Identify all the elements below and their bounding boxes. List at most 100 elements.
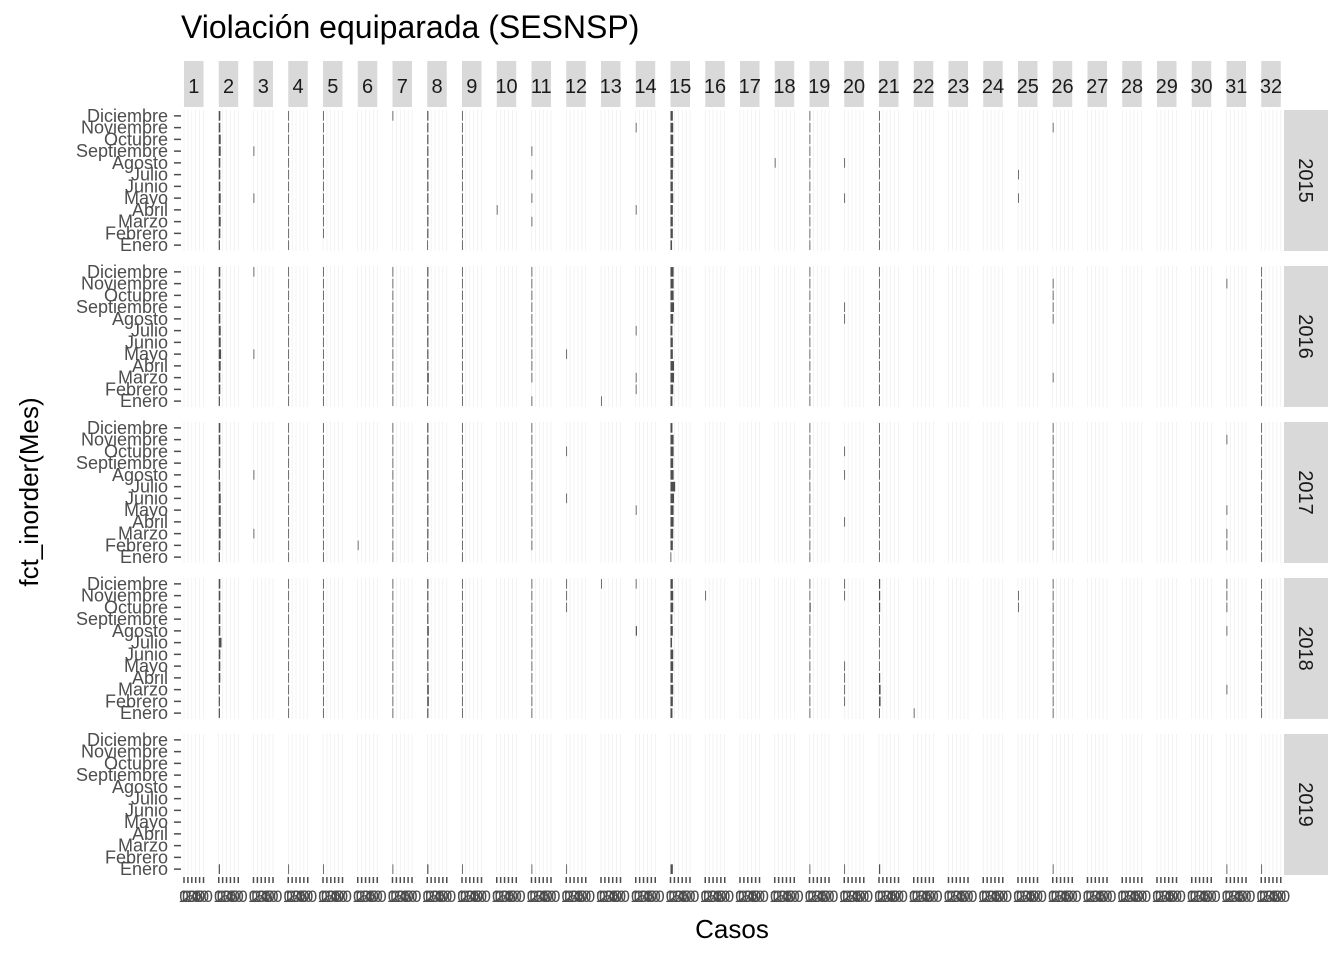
- bar: [670, 169, 673, 180]
- x-tick-label: 10: [1082, 887, 1101, 906]
- bar: [323, 181, 324, 192]
- y-tick-label: Mayo: [124, 188, 168, 208]
- facet-strip-column-label: 6: [362, 76, 373, 98]
- bar: [218, 337, 221, 348]
- bar: [288, 579, 290, 589]
- bar: [288, 661, 290, 671]
- bar: [809, 626, 811, 636]
- bar: [323, 708, 324, 718]
- x-tick-label: 20: [669, 887, 688, 906]
- x-tick-label: 20: [1225, 887, 1244, 906]
- bar: [462, 540, 463, 551]
- x-tick-label: 0: [1152, 887, 1161, 906]
- x-tick-label: 30: [1229, 887, 1248, 906]
- y-tick-label: Junio: [125, 488, 168, 508]
- bar: [323, 205, 324, 215]
- bar: [427, 528, 429, 539]
- bar: [462, 205, 463, 215]
- bar: [323, 602, 324, 613]
- bar: [670, 240, 673, 250]
- bar: [531, 361, 533, 371]
- bar: [879, 579, 881, 589]
- chart-title: Violación equiparada (SESNSP): [181, 9, 639, 45]
- bar: [427, 637, 429, 648]
- bar: [462, 505, 463, 515]
- bar: [670, 661, 674, 671]
- bar: [288, 481, 290, 492]
- bar: [218, 423, 221, 433]
- x-tick-label: 50: [472, 887, 491, 906]
- facet-strip-row-label: 2015: [1294, 158, 1316, 203]
- bar: [531, 372, 533, 383]
- bar: [392, 337, 394, 348]
- bar: [879, 626, 880, 636]
- bar: [670, 446, 674, 457]
- x-tick-label: 30: [985, 887, 1004, 906]
- bar: [462, 158, 463, 168]
- bar: [670, 205, 673, 215]
- x-tick-label: 20: [321, 887, 340, 906]
- bar: [879, 111, 880, 121]
- facet-strip-column: [427, 61, 447, 107]
- bar: [218, 528, 221, 539]
- bar: [879, 458, 880, 468]
- x-tick-label: 30: [603, 887, 622, 906]
- bar: [531, 528, 533, 539]
- bar: [288, 552, 290, 562]
- y-tick-label: Mayo: [124, 500, 168, 520]
- bar: [218, 470, 220, 480]
- x-tick-label: 40: [538, 887, 557, 906]
- bar: [253, 528, 255, 539]
- y-tick-label: Junio: [125, 644, 168, 664]
- facet-strip-column-label: 21: [878, 76, 900, 98]
- bar: [323, 384, 324, 395]
- bar: [670, 864, 673, 874]
- bar: [670, 372, 675, 383]
- x-tick-label: 50: [194, 887, 213, 906]
- bar: [392, 673, 394, 683]
- bar: [1261, 590, 1263, 601]
- facet-strip-column-label: 13: [600, 76, 622, 98]
- x-tick-label: 50: [403, 887, 422, 906]
- x-tick-label: 0: [909, 887, 918, 906]
- x-tick-label: 50: [924, 887, 943, 906]
- bar: [427, 493, 429, 504]
- x-tick-label: 30: [221, 887, 240, 906]
- bar: [809, 240, 811, 250]
- x-tick-label: 30: [534, 887, 553, 906]
- x-tick-label: 40: [225, 887, 244, 906]
- bar: [809, 205, 811, 215]
- bar: [218, 314, 221, 324]
- x-tick-label: 30: [256, 887, 275, 906]
- bar: [462, 240, 463, 250]
- bar: [462, 528, 463, 539]
- bar: [323, 649, 324, 660]
- bar: [392, 349, 394, 359]
- bar: [844, 864, 846, 874]
- bar: [879, 481, 880, 492]
- bar: [531, 517, 533, 527]
- facet-strip-column-label: 18: [773, 76, 795, 98]
- bar: [323, 372, 324, 383]
- bar: [670, 122, 674, 133]
- bar: [427, 240, 429, 250]
- facet-strip-column: [462, 61, 482, 107]
- y-tick-label: Agosto: [112, 777, 168, 797]
- bar: [462, 193, 463, 203]
- bar: [1052, 446, 1054, 457]
- facet-strip-column-label: 32: [1260, 76, 1282, 98]
- x-tick-label: 20: [495, 887, 514, 906]
- y-tick-label: Febrero: [105, 847, 168, 867]
- bar: [218, 481, 221, 492]
- bar: [462, 361, 463, 371]
- bar: [531, 458, 533, 468]
- bar: [218, 384, 221, 395]
- x-tick-label: 0: [1187, 887, 1196, 906]
- bar: [879, 349, 880, 359]
- bar: [879, 278, 880, 289]
- x-tick-label: 10: [978, 887, 997, 906]
- x-tick-label: 30: [568, 887, 587, 906]
- bar: [879, 361, 880, 371]
- bar: [427, 649, 429, 660]
- bar: [427, 111, 429, 121]
